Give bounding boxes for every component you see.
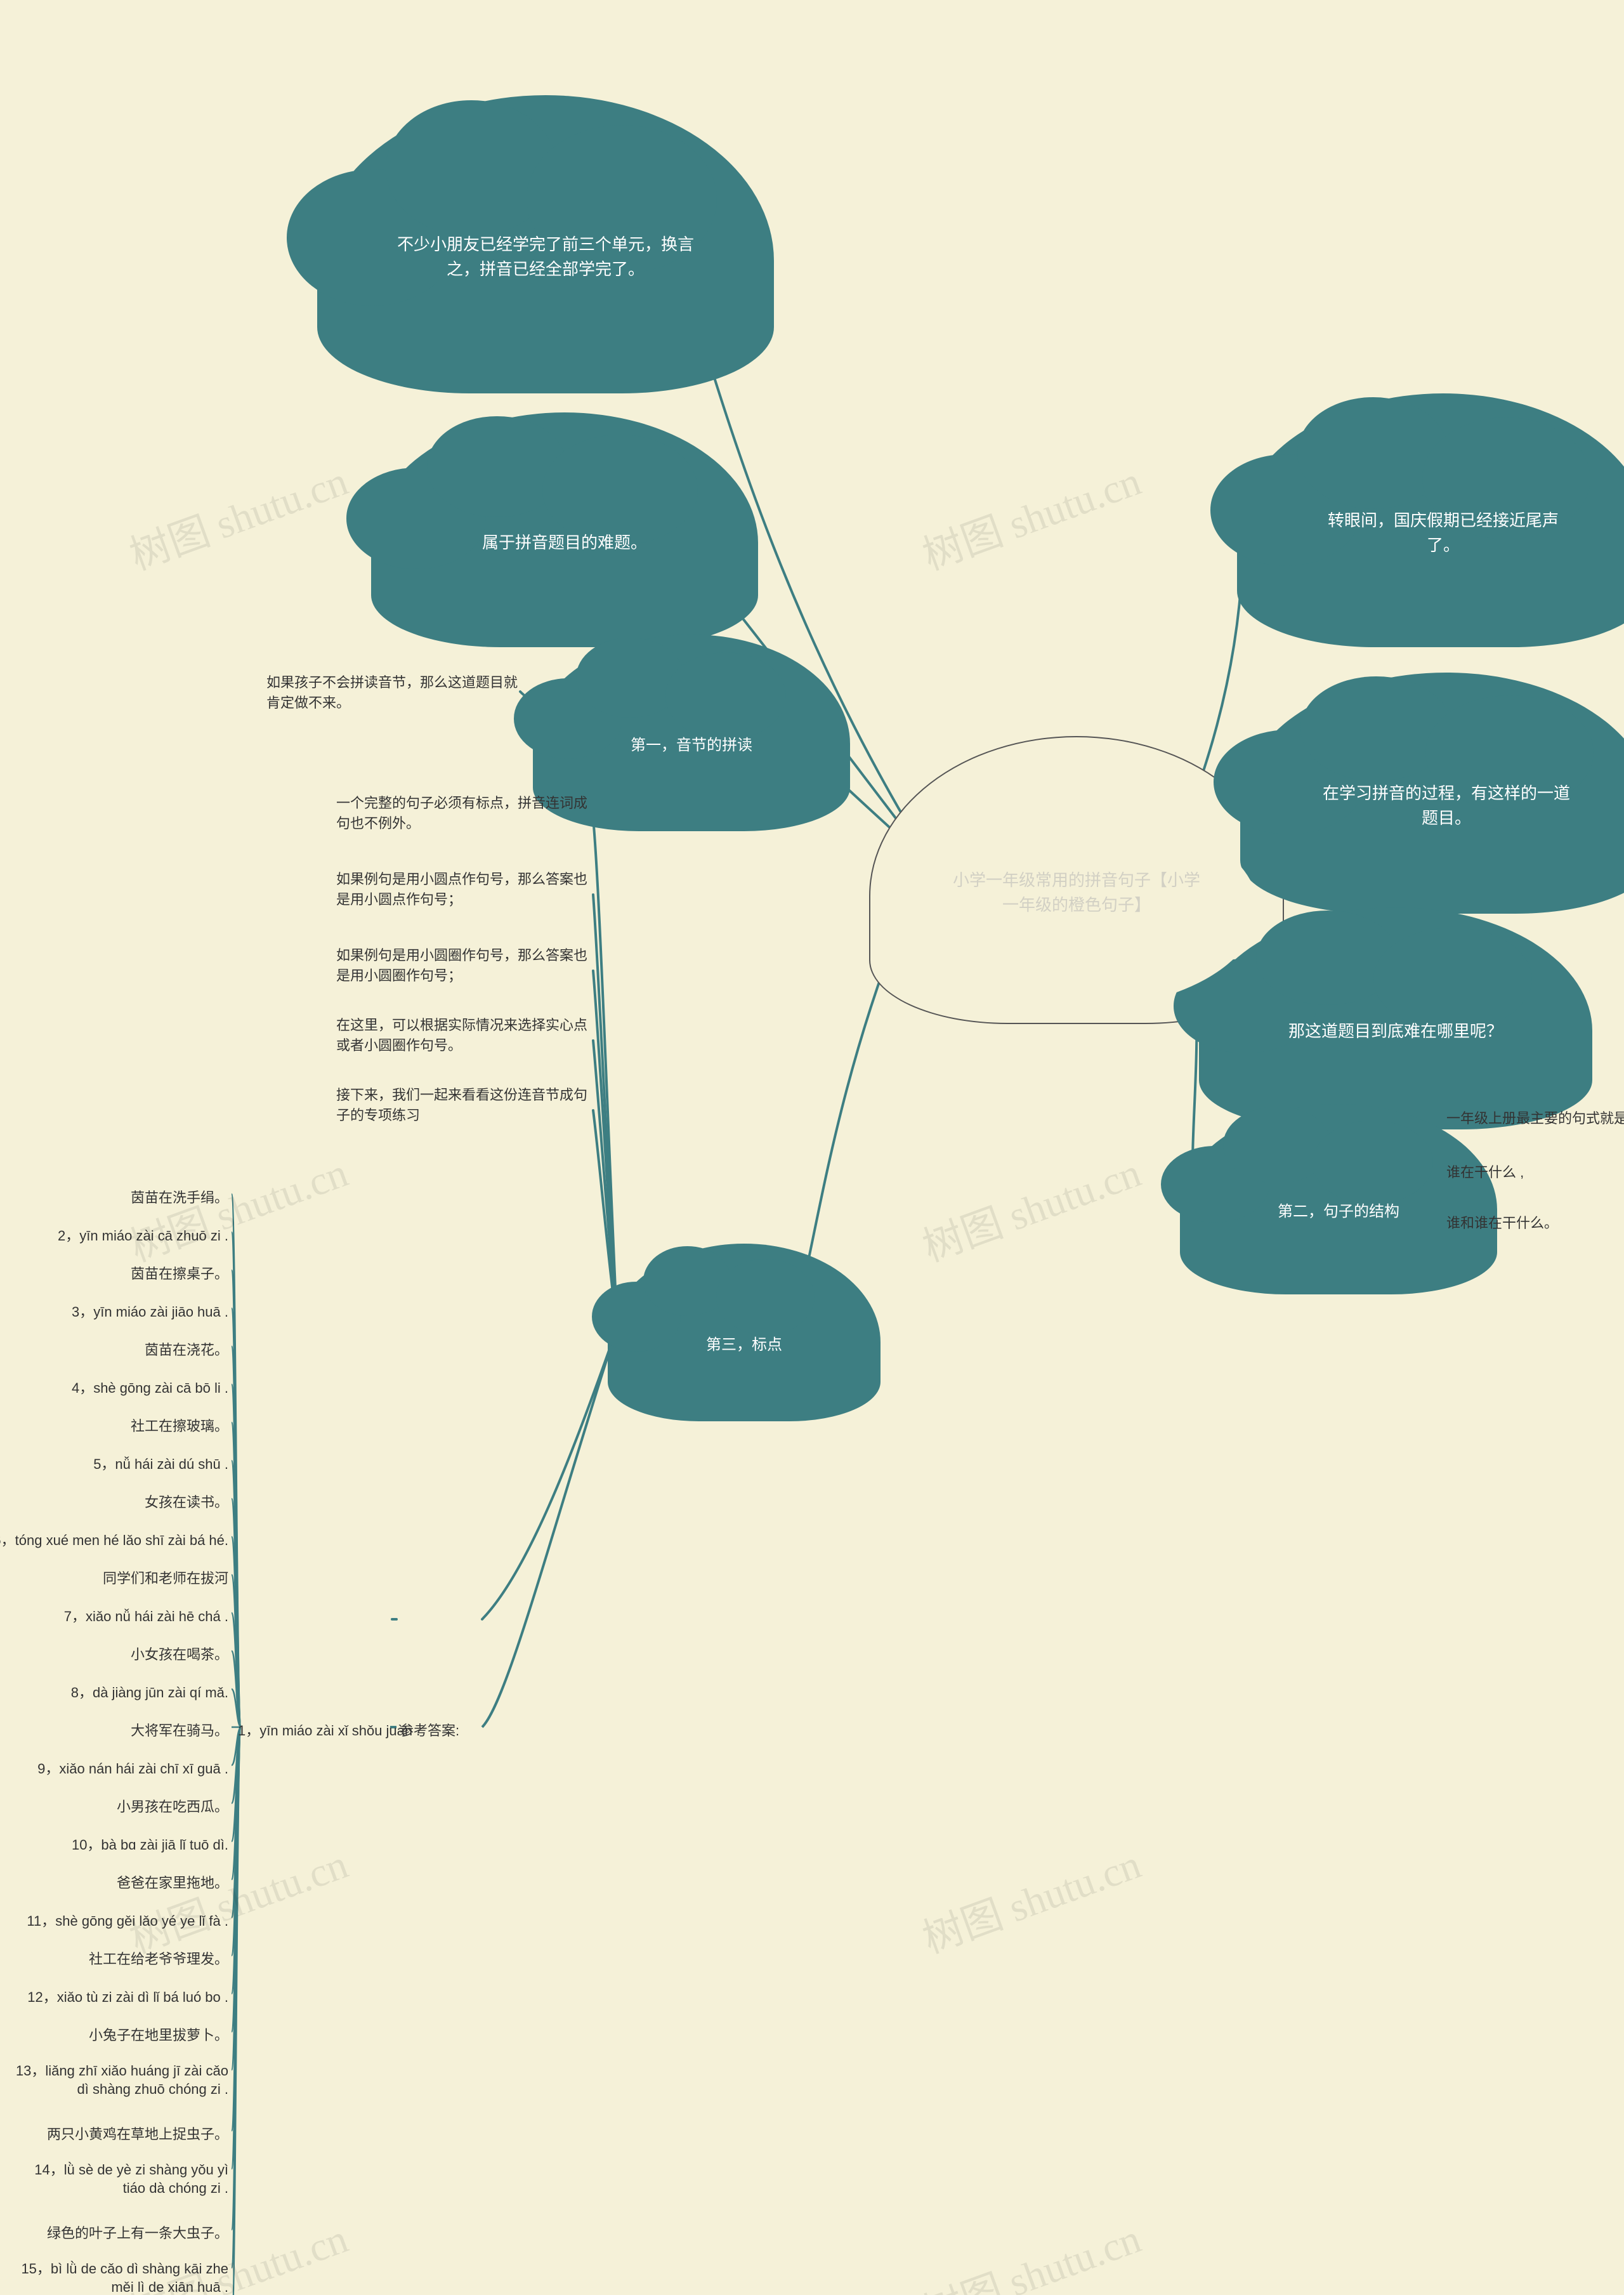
cloud-node[interactable]: 转眼间，国庆假期已经接近尾声了。 <box>1237 393 1573 596</box>
leaf-node[interactable]: 小兔子在地里拔萝卜。 <box>89 2024 228 2044</box>
leaf-node[interactable]: 两只小黄鸡在草地上捉虫子。 <box>47 2123 228 2143</box>
leaf-node[interactable]: 一个完整的句子必须有标点，拼音连词成句也不例外。 <box>336 793 590 834</box>
cloud-node[interactable]: 不少小朋友已经学完了前三个单元，换言之，拼音已经全部学完了。 <box>317 95 698 343</box>
cloud-node[interactable]: 第三，标点 <box>608 1244 804 1371</box>
leaf-node[interactable]: 一年级上册最主要的句式就是 <box>1446 1107 1624 1128</box>
leaf-node[interactable]: 6，tóng xué men hé lǎo shī zài bá hé. <box>0 1529 228 1549</box>
leaf-node[interactable]: 15，bì lǜ de cǎo dì shàng kāi zhe měi lì … <box>13 2260 228 2295</box>
watermark: 树图 shutu.cn <box>914 1140 1148 1273</box>
cloud-node[interactable]: 第一，音节的拼读 <box>533 635 774 780</box>
watermark: 树图 shutu.cn <box>914 2206 1148 2295</box>
leaf-node[interactable]: 大将军在骑马。 <box>131 1720 228 1740</box>
leaf-node[interactable]: 如果例句是用小圆圈作句号，那么答案也是用小圆圈作句号； <box>336 945 590 986</box>
cloud-node[interactable]: 在学习拼音的过程，有这样的一道题目。 <box>1240 673 1576 863</box>
watermark: 树图 shutu.cn <box>914 1832 1148 1964</box>
cloud-label: 属于拼音题目的难题。 <box>482 530 647 555</box>
cloud-label: 小学一年级常用的拼音句子【小学一年级的橙色句子】 <box>945 868 1207 917</box>
leaf-node[interactable]: 在这里，可以根据实际情况来选择实心点或者小圆圈作句号。 <box>336 1015 590 1056</box>
leaf-node[interactable]: 2，yīn miáo zài cā zhuō zi . <box>58 1225 228 1245</box>
watermark: 树图 shutu.cn <box>121 449 355 581</box>
cloud-label: 在学习拼音的过程，有这样的一道题目。 <box>1315 781 1577 831</box>
leaf-node[interactable]: 10，bà bɑ zài jiā lǐ tuō dì. <box>72 1834 228 1854</box>
cloud-label: 第三，标点 <box>706 1334 782 1357</box>
leaf-node[interactable]: 茵苗在洗手绢。 <box>131 1187 228 1207</box>
leaf-node[interactable]: 1，yīn miáo zài xǐ shǒu juàn . <box>238 1720 420 1740</box>
leaf-node[interactable]: 社工在给老爷爷理发。 <box>89 1948 228 1968</box>
center-node[interactable]: 小学一年级常用的拼音句子【小学一年级的橙色句子】 <box>869 736 1205 971</box>
leaf-node[interactable]: 5，nǚ hái zài dú shū . <box>93 1453 228 1473</box>
leaf-node[interactable]: 9，xiǎo nán hái zài chī xī guā . <box>37 1758 228 1778</box>
leaf-node[interactable]: 谁和谁在干什么。 <box>1446 1212 1558 1232</box>
leaf-node[interactable]: 3，yīn miáo zài jiāo huā . <box>72 1301 228 1321</box>
cloud-label: 不少小朋友已经学完了前三个单元，换言之，拼音已经全部学完了。 <box>397 232 694 282</box>
leaf-node[interactable]: 4，shè gōng zài cā bō li . <box>72 1377 228 1397</box>
leaf-node[interactable]: 同学们和老师在拔河 <box>103 1567 228 1588</box>
cloud-label: 第一，音节的拼读 <box>631 734 752 757</box>
cloud-label: 那这道题目到底难在哪里呢？ <box>1288 1019 1503 1044</box>
leaf-node[interactable]: 8，dà jiàng jūn zài qí mǎ. <box>71 1681 228 1702</box>
leaf-node[interactable]: 7，xiǎo nǚ hái zài hē chá . <box>64 1605 228 1626</box>
leaf-node[interactable]: 小男孩在吃西瓜。 <box>117 1796 228 1816</box>
leaf-node[interactable]: 接下来，我们一起来看看这份连音节成句子的专项练习 <box>336 1085 590 1126</box>
cloud-node[interactable]: 第二，句子的结构 <box>1180 1104 1421 1244</box>
cloud-label: 第二，句子的结构 <box>1278 1200 1399 1223</box>
leaf-node[interactable]: 茵苗在浇花。 <box>145 1339 228 1359</box>
leaf-node[interactable]: 如果例句是用小圆点作句号，那么答案也是用小圆点作句号； <box>336 869 590 910</box>
leaf-node[interactable]: 小女孩在喝茶。 <box>131 1643 228 1664</box>
leaf-node[interactable]: 11，shè gōng gěi lǎo yé ye lǐ fà . <box>27 1910 228 1930</box>
leaf-node[interactable]: 女孩在读书。 <box>145 1491 228 1511</box>
leaf-node[interactable]: 茵苗在擦桌子。 <box>131 1263 228 1283</box>
leaf-node[interactable]: 14，lǜ sè de yè zi shàng yǒu yì tiáo dà c… <box>13 2161 228 2197</box>
leaf-node[interactable]: 社工在擦玻璃。 <box>131 1415 228 1435</box>
leaf-node[interactable]: 谁在干什么 , <box>1446 1161 1524 1181</box>
watermark: 树图 shutu.cn <box>914 449 1148 581</box>
cloud-node[interactable]: 属于拼音题目的难题。 <box>371 412 682 596</box>
cloud-label: 转眼间，国庆假期已经接近尾声了。 <box>1312 508 1574 558</box>
leaf-node[interactable]: 12，xiǎo tù zi zài dì lǐ bá luó bo . <box>27 1986 228 2006</box>
leaf-node[interactable]: 如果孩子不会拼读音节，那么这道题目就肯定做不来。 <box>266 673 520 713</box>
leaf-node[interactable]: 13，liǎng zhī xiǎo huáng jī zài cǎo dì sh… <box>13 2062 228 2098</box>
leaf-node[interactable]: 绿色的叶子上有一条大虫子。 <box>47 2222 228 2242</box>
mindmap-canvas: 小学一年级常用的拼音句子【小学一年级的橙色句子】 转眼间，国庆假期已经接近尾声了。… <box>0 0 1624 2295</box>
leaf-node[interactable]: 爸爸在家里拖地。 <box>117 1872 228 1892</box>
